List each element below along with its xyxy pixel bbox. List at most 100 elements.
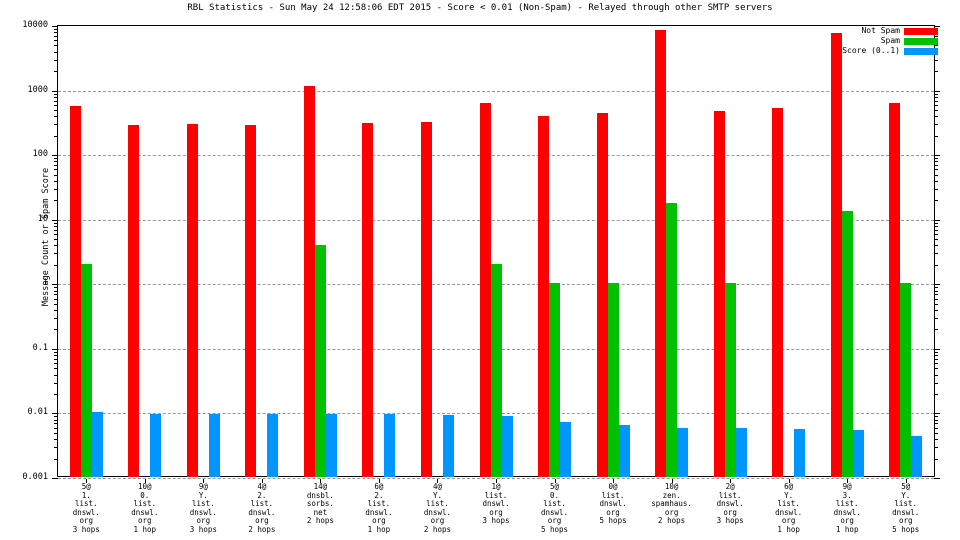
y-axis-minor-tick — [54, 355, 58, 357]
x-axis-tick-label: 9@ Y. list. dnswl. org 3 hops — [189, 482, 217, 534]
chart-title: RBL Statistics - Sun May 24 12:58:06 EDT… — [187, 3, 773, 13]
y-axis-minor-tick — [934, 59, 938, 61]
bar-spam — [80, 263, 92, 477]
bar-spam — [490, 263, 502, 477]
y-axis-minor-tick — [934, 290, 938, 292]
y-axis-minor-tick — [54, 180, 58, 182]
x-axis-tick-label: 6@ Y. list. dnswl. org 1 hop — [775, 482, 803, 534]
y-axis-minor-tick — [54, 245, 58, 247]
y-axis-minor-tick — [54, 222, 58, 224]
x-axis-tick-label: 5@ Y. list. dnswl. org 5 hops — [892, 482, 920, 534]
y-axis-minor-tick — [54, 188, 58, 190]
y-axis-minor-tick — [54, 71, 58, 73]
y-axis-tick — [52, 219, 58, 221]
bar-not-spam — [772, 108, 784, 477]
y-axis-minor-tick — [54, 165, 58, 167]
y-axis-minor-tick — [54, 158, 58, 160]
y-axis-minor-tick — [934, 298, 938, 300]
bar-score — [560, 421, 572, 477]
x-axis-tick — [847, 479, 849, 483]
legend-swatch-spam — [904, 37, 938, 45]
y-axis-minor-tick — [54, 225, 58, 227]
y-axis-minor-tick — [54, 419, 58, 421]
y-axis-minor-tick — [54, 59, 58, 61]
y-axis-minor-tick — [54, 393, 58, 395]
y-axis-minor-tick — [54, 358, 58, 360]
chart-legend: Not Spam Spam Score (0..1) — [842, 26, 938, 56]
bar-score — [677, 427, 689, 477]
x-axis-tick — [496, 479, 497, 483]
legend-label-spam: Spam — [880, 36, 900, 45]
bar-score — [208, 414, 220, 477]
y-axis-minor-tick — [54, 169, 58, 171]
x-axis-tick — [144, 479, 146, 483]
y-axis-minor-tick — [54, 432, 58, 434]
bar-not-spam — [245, 124, 257, 477]
x-axis-tick-label: 5@ 1. list. dnswl. org 3 hops — [72, 482, 100, 534]
legend-entry-spam: Spam — [842, 36, 938, 46]
y-axis-minor-tick — [934, 180, 938, 182]
x-axis-tick-label: 6@ 2. list. dnswl. org 1 hop — [365, 482, 393, 534]
y-axis-minor-tick — [54, 96, 58, 98]
gridline — [58, 219, 934, 221]
y-axis-minor-tick — [934, 104, 938, 106]
x-axis-tick — [788, 479, 790, 483]
x-axis-tick-label: 2@ list. dnswl. org 3 hops — [716, 482, 744, 525]
y-axis-minor-tick — [54, 382, 58, 384]
x-axis-tick — [437, 479, 439, 483]
bar-spam — [666, 202, 678, 477]
y-axis-tick — [934, 26, 940, 27]
bar-score — [501, 416, 513, 477]
y-axis-minor-tick — [934, 309, 938, 311]
y-axis-minor-tick — [934, 229, 938, 231]
x-axis-tick-label: 10@ 0. list. dnswl. org 1 hop — [131, 482, 159, 534]
x-axis-tick — [86, 479, 88, 483]
y-axis-minor-tick — [54, 200, 58, 202]
y-axis-minor-tick — [54, 329, 58, 331]
y-axis-minor-tick — [54, 416, 58, 418]
y-axis-minor-tick — [934, 393, 938, 395]
y-axis-minor-tick — [54, 51, 58, 53]
y-axis-minor-tick — [54, 28, 58, 30]
x-axis-tick-label: 5@ 0. list. dnswl. org 5 hops — [540, 482, 569, 534]
y-axis-minor-tick — [54, 290, 58, 292]
bar-score — [794, 429, 806, 477]
y-axis-tick — [52, 478, 58, 479]
x-axis-tick-label: 4@ Y. list. dnswl. org 2 hops — [423, 482, 451, 534]
x-axis-tick-label: 10@ zen. spamhaus. org 2 hops — [651, 482, 692, 525]
y-axis-minor-tick — [934, 200, 938, 202]
y-axis-minor-tick — [934, 222, 938, 224]
y-axis-tick — [52, 284, 58, 286]
y-axis-minor-tick — [54, 294, 58, 296]
y-axis-minor-tick — [54, 124, 58, 126]
bar-spam — [724, 283, 736, 477]
y-axis-tick-label: 100 — [32, 149, 48, 160]
bar-score — [267, 414, 279, 477]
y-axis-minor-tick — [54, 116, 58, 118]
bar-score — [618, 425, 630, 477]
y-axis-tick-label: 0.01 — [27, 407, 48, 418]
bar-score — [150, 414, 162, 477]
bar-spam — [900, 283, 912, 477]
y-axis-minor-tick — [54, 100, 58, 102]
x-axis-tick-labels: 5@ 1. list. dnswl. org 3 hops 10@ 0. list. dnswl.… — [57, 479, 935, 539]
y-axis-minor-tick — [934, 358, 938, 360]
y-axis-minor-tick — [54, 439, 58, 441]
y-axis-minor-tick — [934, 264, 938, 266]
bar-not-spam — [69, 106, 81, 477]
y-axis-minor-tick — [934, 93, 938, 95]
legend-label-not-spam: Not Spam — [861, 26, 900, 35]
bar-spam — [841, 211, 853, 477]
x-axis-tick-label: 4@ 2. list. dnswl. org 2 hops — [248, 482, 276, 534]
y-axis-tick — [934, 478, 940, 479]
y-axis-minor-tick — [54, 135, 58, 137]
y-axis-minor-tick — [934, 253, 938, 255]
x-axis-tick — [905, 479, 907, 483]
y-axis-minor-tick — [934, 71, 938, 73]
legend-label-score: Score (0..1) — [842, 46, 900, 55]
y-axis-minor-tick — [54, 309, 58, 311]
gridline — [58, 155, 934, 157]
y-axis-tick-label: 10 — [37, 213, 48, 224]
y-axis-minor-tick — [54, 374, 58, 376]
